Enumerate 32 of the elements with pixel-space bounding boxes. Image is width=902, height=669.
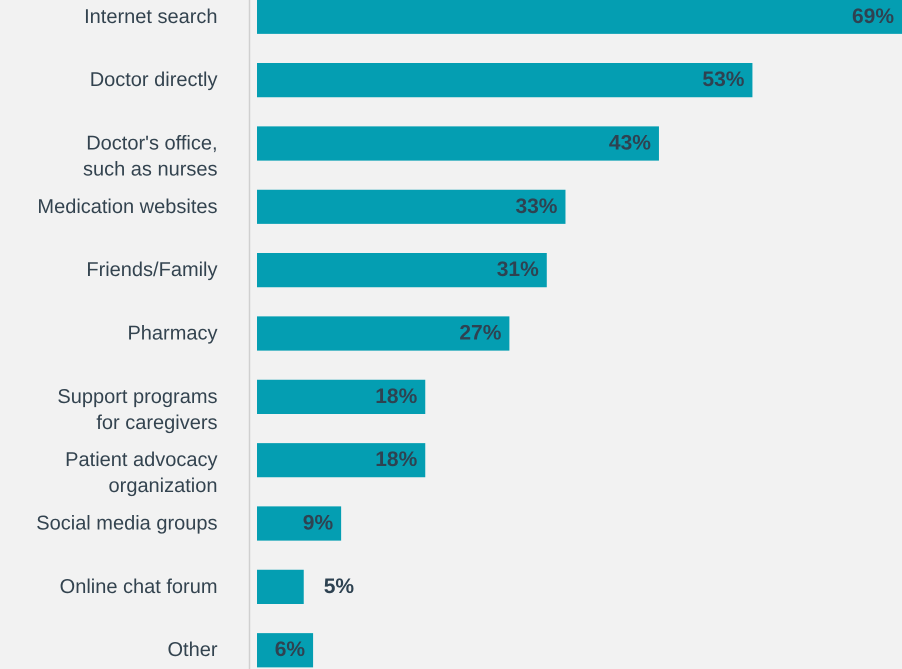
bar	[257, 506, 342, 541]
data-label: 18%	[375, 448, 418, 472]
bar	[257, 570, 304, 604]
data-label: 69%	[852, 4, 894, 28]
bar	[257, 0, 902, 34]
y-tick-label: Friends/Family	[86, 259, 218, 282]
data-label: 6%	[274, 638, 306, 662]
y-tick-label: Other	[167, 639, 218, 662]
bar	[257, 316, 510, 351]
bar	[257, 253, 547, 288]
y-tick-label: Support programs for caregivers	[57, 386, 218, 434]
y-tick-label: Medication websites	[37, 196, 218, 218]
data-label: 33%	[515, 194, 558, 218]
data-label: 18%	[375, 384, 418, 408]
y-tick-label: Online chat forum	[60, 576, 218, 598]
y-tick-label: Internet search	[84, 6, 218, 28]
y-tick-label: Doctor's office, such as nurses	[82, 132, 218, 180]
bar	[257, 443, 426, 478]
bar	[257, 126, 659, 161]
y-tick-label: Patient advocacy organization	[65, 449, 218, 498]
data-label: 5%	[324, 574, 354, 598]
y-tick-label: Doctor directly	[90, 69, 218, 92]
y-tick-label: Social media groups	[36, 512, 218, 535]
y-tick-label: Pharmacy	[127, 322, 218, 344]
data-label: 31%	[496, 258, 540, 282]
bar	[257, 190, 566, 224]
data-label: 43%	[608, 131, 652, 154]
bar	[257, 63, 752, 98]
data-label: 9%	[302, 512, 334, 535]
bar	[257, 380, 426, 414]
data-label: 53%	[702, 68, 745, 92]
data-label: 27%	[459, 322, 502, 344]
